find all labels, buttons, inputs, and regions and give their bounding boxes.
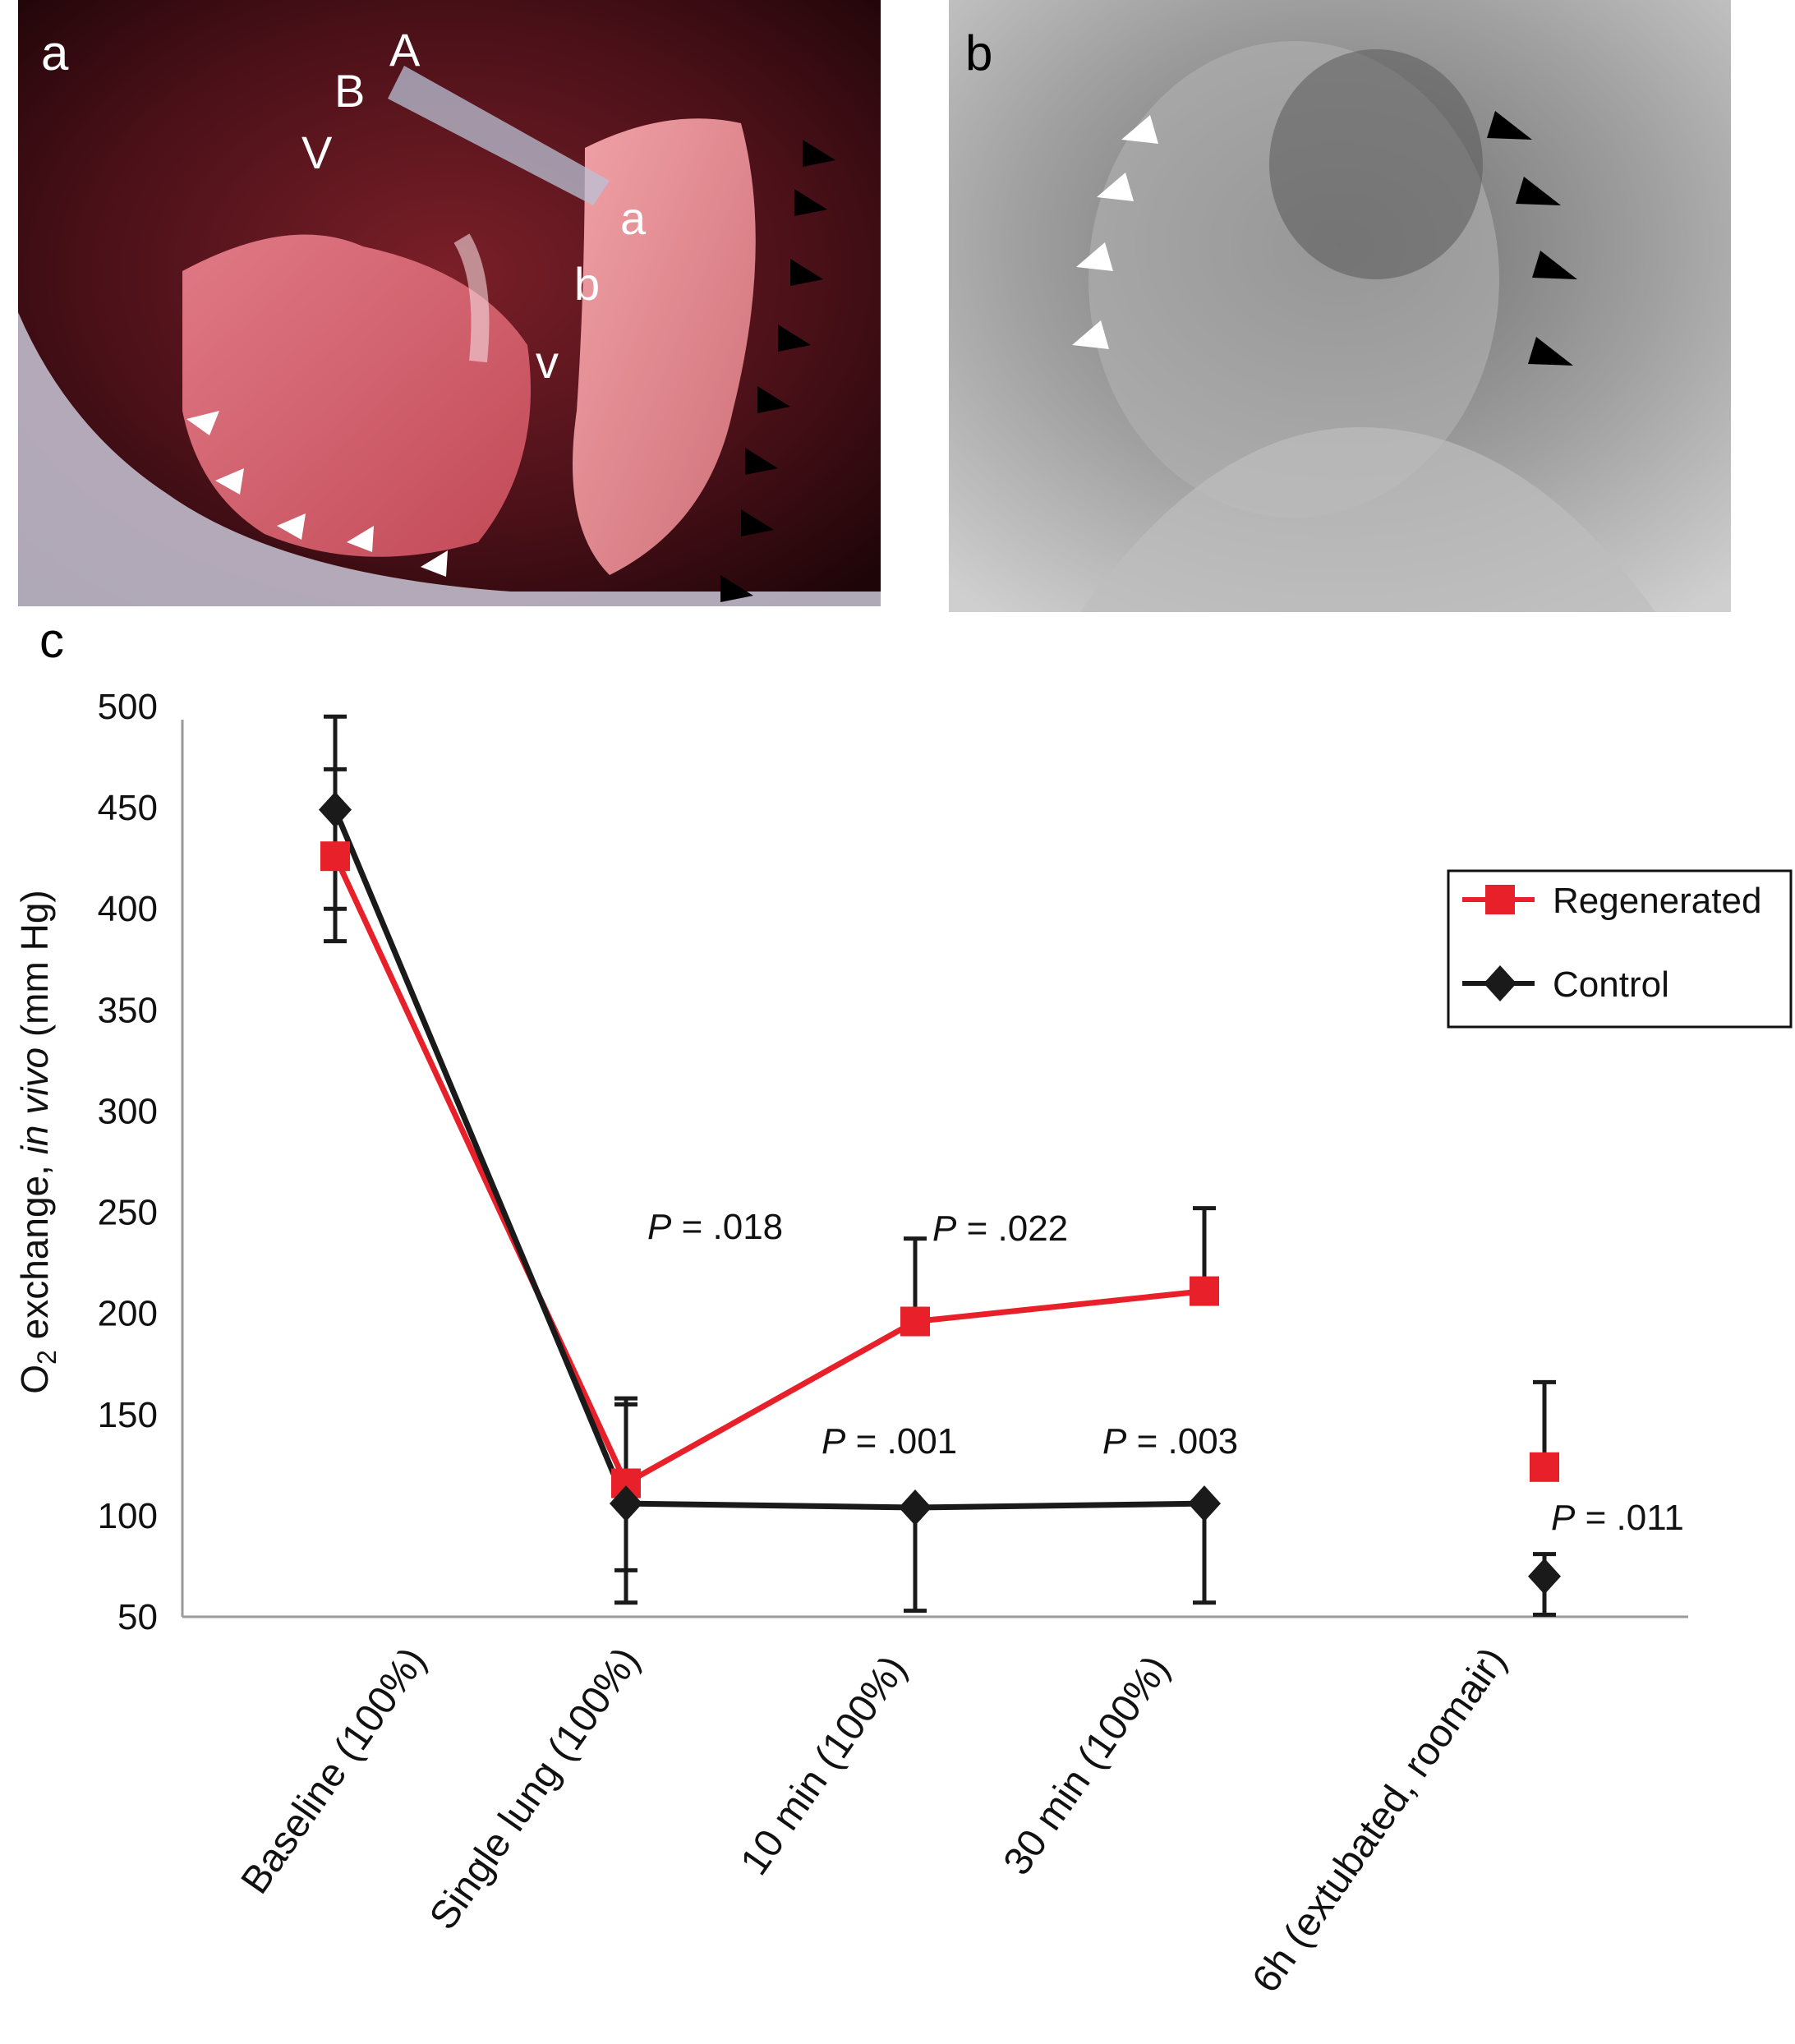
legend-marker-square [1485,885,1515,914]
panel-c-chart: c 50 100 150 200 250 300 350 400 450 500 O2 excha… [0,608,1795,2040]
marker-diamond [899,1489,932,1526]
p-value-label: P = .001 [822,1421,957,1462]
p-value-annotations: P = .018 P = .022 P = .001 P = .003 P = .011 [647,1207,1684,1538]
x-tick-labels: Baseline (100%)Single lung (100%) 10 min … [233,1640,1515,2000]
marker-square [1530,1452,1559,1482]
x-tick-label: 6h (extubated, roomair) [1244,1640,1515,2000]
legend-label: Regenerated [1553,881,1761,921]
o2-exchange-chart: 50 100 150 200 250 300 350 400 450 500 O2 exchang… [0,608,1795,2040]
marker-square [900,1307,930,1337]
label-A: A [389,24,421,76]
y-tick-label: 100 [98,1496,158,1536]
surgical-photo: A B V a b v [18,0,881,606]
x-tick-label: 10 min (100%) [733,1648,915,1883]
panel-letter-c: c [39,616,64,665]
y-tick-label: 500 [98,687,158,727]
panel-b-radiograph: b [949,0,1731,612]
x-tick-label: Single lung (100%) [421,1640,648,1938]
label-B: B [334,65,365,117]
chart-axes [182,720,1688,1617]
y-tick-label: 250 [98,1193,158,1233]
label-b-small: b [574,258,600,310]
y-tick-label: 350 [98,990,158,1030]
marker-square [320,841,350,871]
series-line-regenerated [335,856,1204,1483]
marker-square [1190,1277,1219,1306]
y-tick-label: 50 [117,1597,158,1637]
xray-image [949,0,1731,612]
marker-diamond [1528,1558,1561,1595]
y-tick-label: 150 [98,1395,158,1435]
y-axis-title: O2 exchange, in vivo (mm Hg) [13,890,62,1393]
panel-letter-a: a [41,29,68,78]
chart-legend: Regenerated Control [1448,871,1791,1027]
x-tick-label: 30 min (100%) [996,1648,1178,1883]
label-a-small: a [620,192,647,244]
series-layer [319,716,1561,1614]
y-tick-label: 300 [98,1091,158,1131]
y-tick-labels: 50 100 150 200 250 300 350 400 450 500 [98,687,158,1637]
p-value-label: P = .011 [1551,1498,1684,1538]
marker-diamond [1188,1485,1221,1521]
y-tick-label: 450 [98,788,158,828]
x-tick-label: Baseline (100%) [233,1640,435,1902]
p-value-label: P = .022 [932,1208,1068,1249]
panel-a-photo: A B V a b v a [18,0,881,606]
legend-label: Control [1553,964,1669,1005]
y-tick-label: 400 [98,889,158,929]
label-v-small: v [536,336,559,388]
p-value-label: P = .018 [647,1207,783,1247]
marker-diamond [319,792,352,828]
label-V: V [301,127,333,178]
y-tick-label: 200 [98,1294,158,1334]
p-value-label: P = .003 [1102,1421,1238,1462]
y-axis-label: O2 exchange, in vivo (mm Hg) [13,890,62,1393]
panel-letter-b: b [965,29,992,78]
